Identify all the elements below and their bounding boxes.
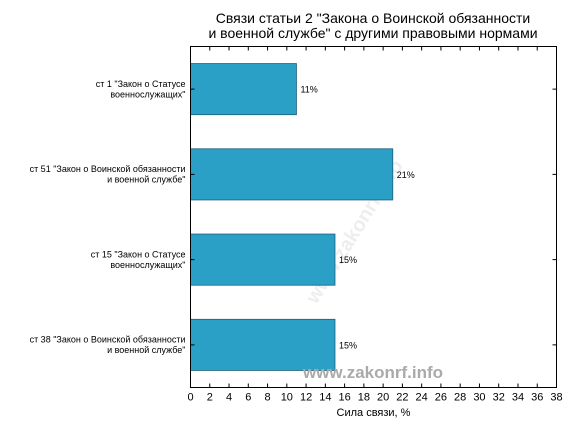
x-tick-label: 20: [377, 392, 389, 404]
chart-title: Связи статьи 2 "Закона о Воинской обязан…: [208, 10, 537, 41]
x-tick-label: 26: [435, 392, 447, 404]
data-label: 15%: [339, 255, 357, 265]
category-label-line: и военной службе": [107, 345, 185, 355]
x-tick-label: 32: [493, 392, 505, 404]
chart-title-line: Связи статьи 2 "Закона о Воинской обязан…: [216, 10, 531, 26]
x-tick-label: 34: [512, 392, 524, 404]
chart-title-line: и военной службе" с другими правовыми но…: [208, 25, 537, 41]
category-label-line: военнослужащих": [110, 89, 185, 99]
data-label: 21%: [397, 170, 415, 180]
x-tick-label: 38: [550, 392, 562, 404]
watermark: www.zakonrf.info: [302, 363, 443, 382]
x-tick-label: 6: [245, 392, 251, 404]
category-label-line: и военной службе": [107, 175, 185, 185]
bar: [190, 63, 297, 116]
x-tick-label: 4: [226, 392, 232, 404]
x-tick-label: 10: [281, 392, 293, 404]
x-tick-label: 0: [187, 392, 193, 404]
category-label-line: ст 51 "Закон о Воинской обязанности: [30, 164, 186, 174]
bar: [190, 233, 336, 286]
x-axis-label: Сила связи, %: [337, 407, 411, 419]
bar: [190, 318, 336, 371]
category-label-line: ст 15 "Закон о Статусе: [91, 249, 186, 259]
x-tick-label: 18: [358, 392, 370, 404]
x-tick-label: 2: [207, 392, 213, 404]
category-label-line: военнослужащих": [110, 260, 185, 270]
x-tick-label: 22: [396, 392, 408, 404]
category-label-line: ст 38 "Закон о Воинской обязанности: [30, 335, 186, 345]
data-label: 11%: [300, 85, 317, 95]
data-labels: 11% 21% 15% 15%: [300, 85, 414, 351]
bars: [190, 63, 394, 371]
x-tick-label: 28: [454, 392, 466, 404]
category-label-line: ст 1 "Закон о Статусе: [96, 79, 186, 89]
data-label: 15%: [339, 340, 357, 350]
x-tick-label: 16: [338, 392, 350, 404]
x-axis-ticks: 0 2 4 6 8 10 12 14 16 18 20 22 24 26 28 30 32 34 36 38: [187, 46, 563, 404]
plot-frame: [190, 46, 557, 388]
x-tick-label: 24: [416, 392, 428, 404]
x-tick-label: 12: [300, 392, 312, 404]
x-tick-label: 8: [264, 392, 270, 404]
x-tick-label: 14: [319, 392, 331, 404]
bar: [190, 148, 394, 201]
x-tick-label: 36: [531, 392, 543, 404]
x-tick-label: 30: [473, 392, 485, 404]
